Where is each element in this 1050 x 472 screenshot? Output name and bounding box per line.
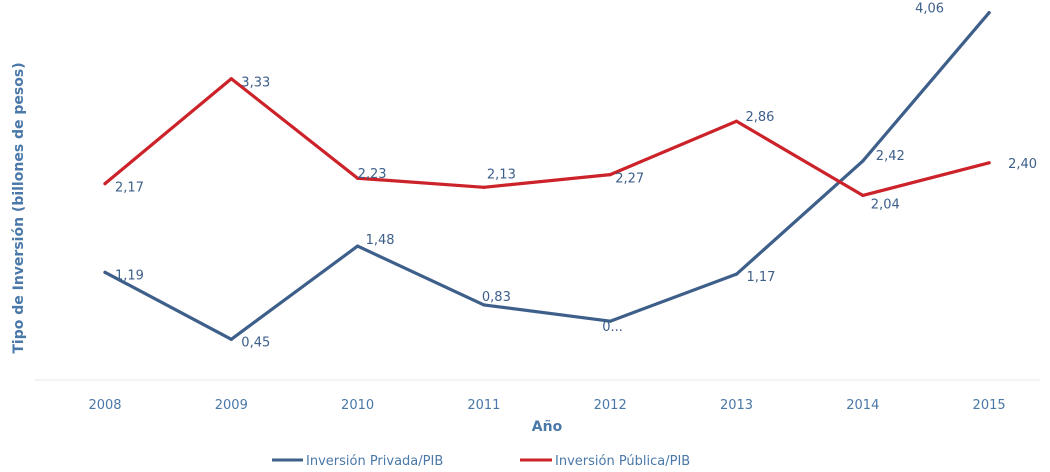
x-axis-ticks: 2008 2009 2010 2011 2012 2013 2014 2015 [88,398,1005,413]
data-point [988,11,991,14]
legend-label: Inversión Privada/PIB [306,454,443,469]
data-point [988,161,991,164]
data-label: 2,86 [746,110,775,125]
x-tick-label: 2013 [720,398,753,413]
data-label: 0,45 [241,335,270,350]
data-point [735,120,738,123]
data-label: 2,42 [876,149,905,164]
data-point [861,194,864,197]
data-point [103,271,106,274]
series-lines [103,11,990,341]
data-label: 2,17 [115,181,144,196]
y-axis-title: Tipo de Inversión (billones de pesos) [11,62,27,353]
x-tick-label: 2011 [467,398,500,413]
data-point [861,159,864,162]
x-tick-label: 2008 [88,398,121,413]
data-point [482,186,485,189]
data-point [230,338,233,341]
data-label: 1,17 [747,270,776,285]
x-tick-label: 2012 [594,398,627,413]
data-label: 1,48 [366,233,395,248]
data-label: 1,19 [115,268,144,283]
data-label: 2,27 [615,172,644,187]
legend: Inversión Privada/PIB Inversión Pública/P… [272,454,690,469]
legend-label: Inversión Pública/PIB [555,454,690,469]
data-point [103,182,106,185]
data-labels: 1,19 0,45 1,48 0,83 0... 1,17 2,42 4,06 2,17 3,33… [115,2,1037,351]
data-point [356,244,359,247]
data-label: 2,40 [1008,157,1037,172]
series-line [105,13,989,340]
data-label: 0... [602,320,623,335]
data-label: 2,04 [871,197,900,212]
data-label: 0,83 [482,290,511,305]
data-label: 2,23 [358,167,387,182]
data-label: 4,06 [915,2,944,17]
x-tick-label: 2010 [341,398,374,413]
data-label: 3,33 [241,76,270,91]
data-point [230,77,233,80]
series-line [105,79,989,196]
x-tick-label: 2009 [215,398,248,413]
data-label: 2,13 [487,167,516,182]
x-axis-title: Año [532,419,563,435]
data-point [735,273,738,276]
x-tick-label: 2014 [846,398,879,413]
x-tick-label: 2015 [973,398,1006,413]
data-point [609,173,612,176]
